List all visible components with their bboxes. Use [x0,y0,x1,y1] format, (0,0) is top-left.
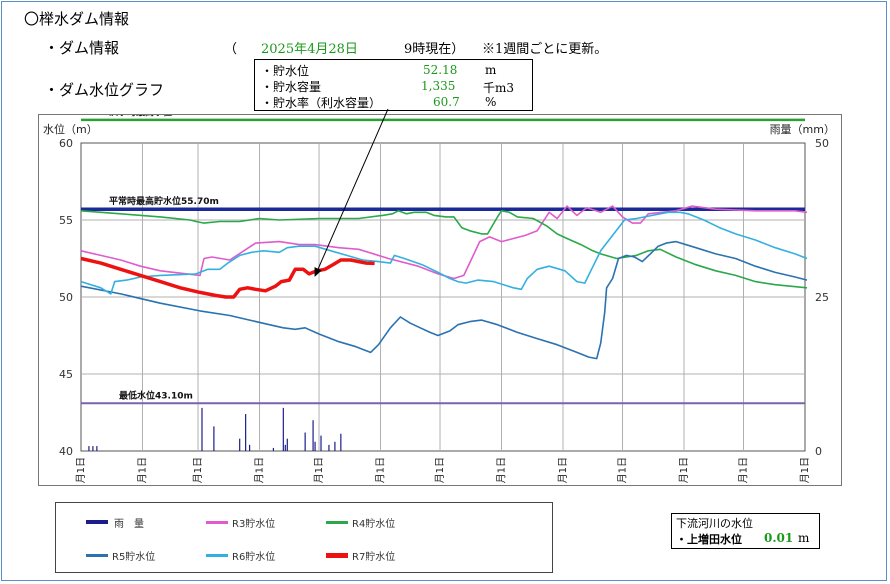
legend-label: 雨 量 [114,519,144,530]
downstream-unit: m [798,531,810,545]
y2-tick-label: 0 [815,445,822,458]
x-tick-label: 8月1日 [496,457,508,483]
legend-swatch [206,520,228,524]
x-tick-label: 3月1日 [192,457,204,483]
water-level-chart: 1月1日 2月1日 3月1日 4月1日 5月1日 6月1日 7月1日 8月1日 9月1日 10月1… [38,106,842,496]
capacity-value: 1,335 [421,79,456,93]
legend-label: R6貯水位 [232,552,276,563]
downstream-label: ・上増田水位 [676,533,742,546]
legend-swatch [86,553,108,557]
current-status-box: ・貯水位 52.18 m ・貯水容量 1,335 千m3 ・貯水率（利水容量） … [254,59,533,111]
series-line-R4 [80,210,808,289]
y2-axis-label: 雨量（mm） [770,123,835,136]
dam-info-heading: ・ダム情報 [44,39,120,57]
chart-legend: 雨 量 R3貯水位 R4貯水位 R5貯水位 R6貯水位 R7貯水位 [55,502,553,573]
y-tick-label: 55 [59,214,73,227]
update-note: ※1週間ごとに更新。 [482,42,608,57]
graph-heading: ・ダム水位グラフ [44,81,165,99]
x-tick-label: 6月1日 [375,457,387,483]
x-tick-label: 9月1日 [557,457,569,483]
y-tick-label: 45 [59,368,73,381]
level-value: 52.18 [423,63,458,77]
rate-label: ・貯水率（利水容量） [261,96,382,110]
x-tick-label: 12月1日 [738,457,750,483]
legend-swatch [326,552,348,558]
capacity-row: ・貯水容量 [261,78,321,95]
y2-tick-label: 25 [815,291,829,304]
series-line-R5 [80,240,808,360]
rate-row: ・貯水率（利水容量） [261,94,381,111]
downstream-box: 下流河川の水位 ・上増田水位 0.01 m [671,513,820,549]
legend-label: R7貯水位 [352,552,396,563]
downstream-title: 下流河川の水位 [676,517,753,530]
page-title: 〇榉水ダム情報 [24,10,130,28]
downstream-value: 0.01 [764,531,794,545]
legend-label: R3貯水位 [232,519,276,530]
legend-label: R4貯水位 [352,519,396,530]
update-date: 2025年4月28日 [261,42,358,57]
chart-svg: 1月1日 2月1日 3月1日 4月1日 5月1日 6月1日 7月1日 8月1日 9月1日 10月1… [43,106,835,496]
x-tick-label: 10月1日 [617,457,629,483]
x-tick-label: 5月1日 [313,457,325,483]
y-tick-label: 40 [59,445,73,458]
x-tick-label: 4月1日 [254,457,266,483]
time-status: 9時現在） [404,42,465,57]
legend-swatch [206,553,228,557]
reference-label: 平常時最高貯水位55.70m [109,195,219,207]
legend-swatch [326,520,348,524]
series-line-R3 [80,205,808,280]
reference-label: 最低水位43.10m [119,389,193,401]
reference-label: 洪水時最高水位61.50m [109,115,210,118]
y-axis-label: 水位（m） [43,122,98,136]
y2-tick-label: 50 [815,137,829,150]
date-open-paren: （ [224,42,238,57]
capacity-unit: 千m3 [483,81,515,95]
x-tick-label: 2月1日 [136,457,148,483]
capacity-label: ・貯水容量 [261,80,322,94]
x-tick-label: 11月1日 [678,457,690,483]
level-row: ・貯水位 [261,62,309,79]
legend-swatch [86,520,108,524]
series-line-R6 [80,211,808,295]
y-tick-label: 60 [59,137,73,150]
rate-unit: % [485,95,497,109]
rate-value: 60.7 [433,95,460,109]
x-tick-label: 7月1日 [434,457,446,483]
y-tick-label: 50 [59,291,73,304]
x-tick-label: 1月1日 [799,457,811,483]
level-label: ・貯水位 [261,64,310,78]
level-unit: m [485,63,497,77]
x-tick-label: 1月1日 [75,457,87,483]
legend-label: R5貯水位 [112,552,156,563]
